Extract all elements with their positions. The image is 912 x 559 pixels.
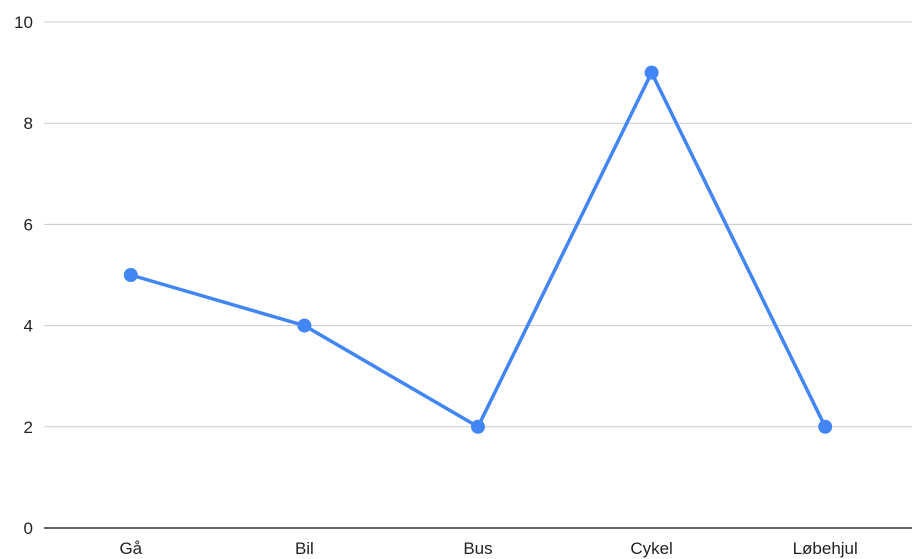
x-tick-label: Bil — [295, 539, 314, 558]
series-group — [123, 65, 833, 434]
y-tick-label: 4 — [24, 317, 33, 336]
y-tick-label: 0 — [24, 519, 33, 538]
x-tick-label: Løbehjul — [793, 539, 858, 558]
x-tick-label: Gå — [119, 539, 142, 558]
y-axis-ticks: 0 2 4 6 8 10 — [14, 13, 33, 538]
data-point[interactable] — [471, 419, 485, 434]
x-axis-ticks: Gå Bil Bus Cykel Løbehjul — [119, 539, 857, 558]
y-tick-label: 2 — [24, 418, 33, 437]
gridlines — [44, 21, 912, 428]
series-line — [130, 70, 827, 429]
data-point[interactable] — [123, 268, 138, 282]
y-tick-label: 6 — [24, 215, 33, 234]
data-point[interactable] — [818, 419, 833, 434]
y-tick-label: 10 — [14, 13, 33, 32]
data-point[interactable] — [297, 318, 312, 333]
x-tick-label: Bus — [463, 539, 492, 558]
y-tick-label: 8 — [24, 114, 33, 133]
x-tick-label: Cykel — [630, 539, 673, 558]
data-point[interactable] — [644, 65, 659, 80]
